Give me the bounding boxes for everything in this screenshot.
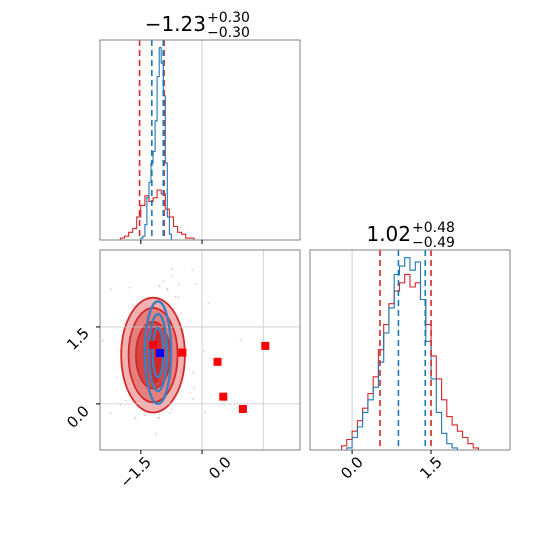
faint-sample (191, 398, 194, 401)
title-minus-x: −0.30 (207, 25, 250, 41)
faint-sample (158, 285, 161, 288)
faint-sample (180, 312, 183, 315)
title-value-x: −1.23 (145, 12, 206, 36)
title-plus-y: +0.48 (412, 220, 455, 236)
faint-sample (203, 349, 205, 352)
xtick-label-ymarg-1: 1.5 (416, 453, 446, 483)
xmarg-frame (99, 39, 301, 241)
ymarg-hist-series-1 (346, 257, 458, 450)
faint-sample (128, 286, 131, 289)
red-marker-0 (149, 340, 158, 349)
faint-sample (155, 432, 158, 435)
faint-sample (156, 417, 159, 420)
faint-sample (239, 339, 242, 342)
title-minus-y: −0.49 (412, 235, 455, 251)
blue-contour-1 (147, 312, 169, 393)
faint-sample (158, 416, 161, 419)
faint-sample (109, 412, 112, 415)
faint-sample (192, 371, 195, 374)
faint-sample (171, 275, 174, 278)
faint-sample (162, 279, 165, 282)
faint-sample (170, 408, 173, 411)
faint-sample (132, 305, 135, 308)
red-marker-5 (261, 341, 270, 350)
faint-sample (166, 289, 169, 292)
blue-contour-0 (143, 300, 173, 406)
panel-marginal-y (309, 249, 511, 454)
xtick-label-joint-1: 0.0 (205, 453, 235, 483)
xtick-label-joint-0: −1.5 (116, 453, 154, 491)
faint-sample (174, 296, 177, 298)
faint-sample (168, 411, 171, 414)
faint-sample (191, 268, 194, 271)
faint-sample (189, 391, 192, 394)
faint-sample (177, 296, 180, 298)
faint-sample (101, 339, 104, 342)
xmarg-hist-series-0 (119, 189, 195, 240)
xmarg-hist-series-1 (140, 47, 172, 240)
faint-sample (207, 302, 210, 305)
panel-joint (96, 249, 301, 454)
xmarg-plot-area (100, 40, 300, 240)
ytick-label-joint-1: 1.5 (63, 324, 93, 354)
red-marker-3 (219, 392, 228, 401)
title-plus-x: +0.30 (207, 10, 250, 26)
faint-sample (193, 387, 195, 390)
ymarg-hist-series-0 (341, 273, 479, 450)
faint-sample (134, 417, 137, 420)
red-marker-4 (238, 404, 247, 413)
red-marker-2 (213, 357, 222, 366)
faint-sample (178, 283, 180, 286)
blue-marker-0 (156, 349, 164, 358)
faint-sample (170, 267, 173, 270)
faint-sample (124, 399, 127, 402)
ymarg-frame (309, 249, 511, 451)
faint-sample (143, 414, 146, 417)
faint-sample (133, 416, 136, 419)
xtick-label-ymarg-0: 0.0 (337, 453, 367, 483)
faint-sample (119, 404, 122, 407)
panel-marginal-x (99, 39, 301, 244)
faint-sample (204, 411, 206, 414)
red-marker-1 (178, 348, 187, 357)
faint-sample (195, 283, 198, 286)
faint-sample (166, 287, 169, 290)
faint-sample (109, 288, 112, 291)
joint-frame (99, 249, 301, 451)
faint-sample (173, 307, 176, 310)
title-value-y: 1.02 (366, 222, 411, 246)
ytick-label-joint-0: 0.0 (63, 402, 93, 432)
